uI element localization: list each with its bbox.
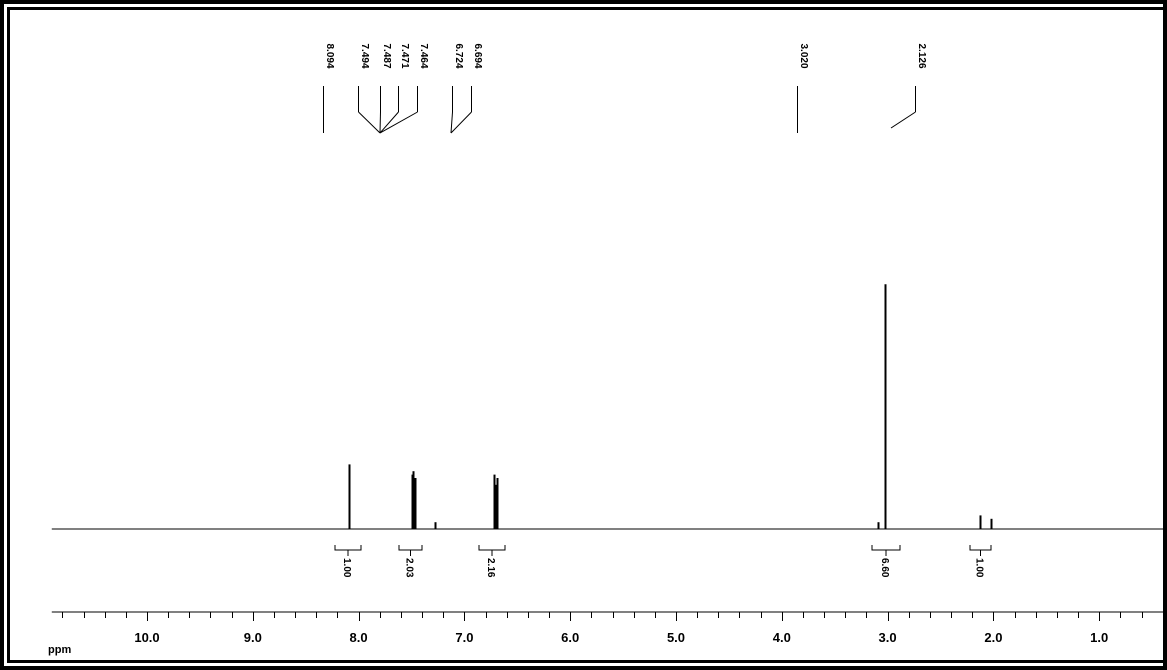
integral-bracket [398,545,423,551]
x-axis-unit-label: ppm [48,644,71,656]
x-tick-label: 5.0 [667,630,685,645]
peak-labels: 8.094 7.494 7.487 7.471 7.464 6.724 6.694 3.020… [324,43,927,68]
integral-bracket [478,545,506,551]
peak-label: 6.694 [472,43,483,68]
peak-label: 7.487 [381,43,392,68]
peak-label: 7.471 [399,43,410,68]
x-tick-label: 3.0 [879,630,897,645]
integral-bracket [334,545,362,551]
peak-label-connector [358,111,381,134]
peak-label: 6.724 [453,43,464,68]
x-tick-label: 6.0 [561,630,579,645]
x-axis: 10.09.08.07.06.05.04.03.02.01.00.0 [51,611,1167,645]
peak-label: 3.020 [798,43,809,68]
peak-label-connector [890,111,916,129]
peak-lines [348,284,993,529]
integral-bracket [969,545,992,551]
integral-value-label: 1.00 [341,558,352,578]
inner-frame [7,7,1167,663]
integral-value-label: 2.03 [404,558,415,578]
peak-label: 7.464 [418,43,429,68]
peak-label: 7.494 [359,43,370,68]
peak-label: 2.126 [916,43,927,68]
peak-label-connector [379,111,399,134]
x-tick-label: 2.0 [984,630,1002,645]
integral-value-label: 1.00 [974,558,985,578]
peak-connectors [323,86,916,134]
x-tick-label: 8.0 [350,630,368,645]
x-tick-label: 1.0 [1090,630,1108,645]
integral-value-label: 2.16 [485,558,496,578]
peak-label-connector [450,111,453,134]
integrals: 1.00 2.03 2.16 6.60 1.00 [334,545,992,578]
x-tick-label: 7.0 [455,630,473,645]
peak-label-connector [379,111,381,134]
x-tick-label: 4.0 [773,630,791,645]
integral-bracket [871,545,901,551]
peak-label-connector [379,111,418,134]
x-tick-label: 9.0 [244,630,262,645]
peak-label: 8.094 [324,43,335,68]
x-tick-label: 10.0 [134,630,159,645]
peak-label-connector [450,111,472,134]
integral-value-label: 6.60 [879,558,890,578]
